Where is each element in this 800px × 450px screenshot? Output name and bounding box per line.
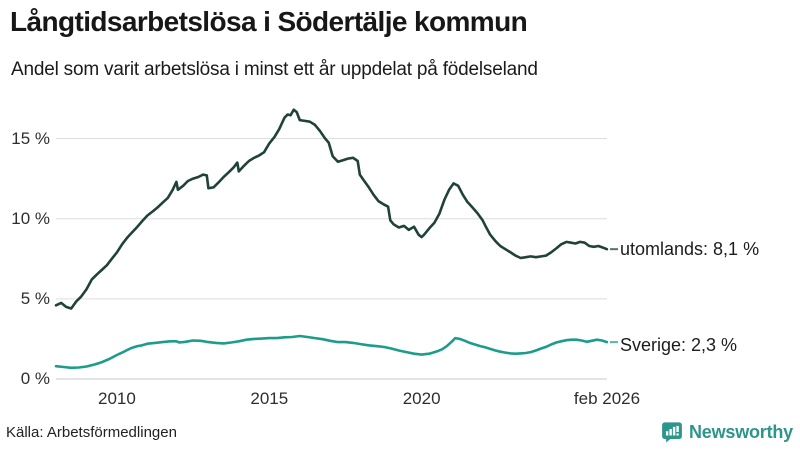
chart-subtitle: Andel som varit arbetslösa i minst ett å…	[11, 59, 538, 80]
brand-name: Newsworthy	[688, 421, 793, 442]
x-axis-label-2015: 2015	[250, 389, 289, 408]
series-lines	[54, 108, 618, 370]
series-end-label-sverige: Sverige: 2,3 %	[620, 335, 738, 356]
gridlines	[56, 138, 607, 380]
series-end-label-utomlands: utomlands: 8,1 %	[620, 239, 760, 260]
x-axis-label-feb-2026: feb 2026	[573, 389, 641, 408]
brand-lockup: Newsworthy	[661, 421, 793, 443]
x-axis-label-2010: 2010	[98, 389, 136, 408]
y-axis-label-5: 5 %	[20, 288, 50, 308]
y-axis-label-10: 10 %	[11, 208, 50, 228]
page-title: Långtidsarbetslösa i Södertälje kommun	[10, 6, 528, 37]
newsworthy-logo-icon	[661, 421, 683, 443]
y-axis-label-15: 15 %	[11, 128, 50, 148]
source-note: Källa: Arbetsförmedlingen	[6, 424, 177, 441]
y-axis-label-0: 0 %	[20, 369, 50, 388]
series-line-utomlands	[54, 108, 609, 310]
series-line-sverige	[54, 334, 609, 370]
x-axis-label-2020: 2020	[402, 389, 441, 408]
